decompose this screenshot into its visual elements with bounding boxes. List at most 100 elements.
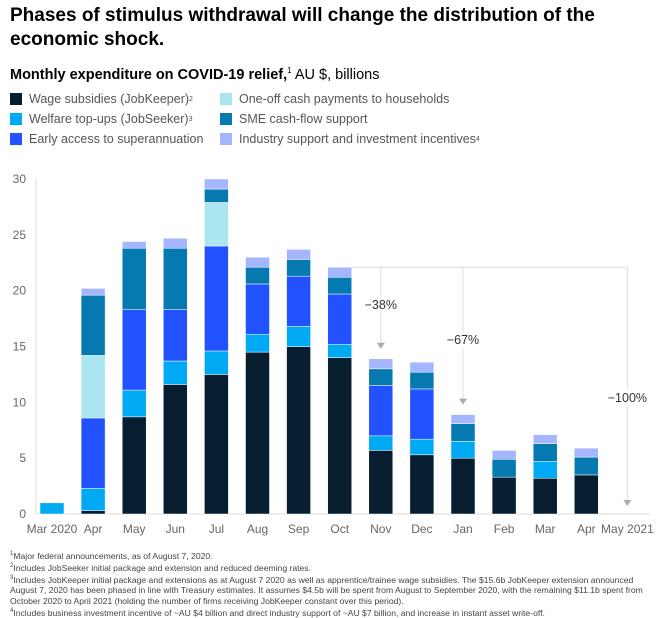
footnote-4: 4Includes business investment incentive … (10, 606, 655, 618)
bar-segment (368, 385, 394, 437)
annotation-bg (443, 331, 483, 348)
bar-segment (286, 326, 311, 347)
subtitle-units: AU $, billions (291, 66, 380, 83)
annotation-bg (360, 296, 401, 313)
bar-segment (532, 461, 558, 479)
footnote-text: Includes business investment incentive o… (13, 607, 545, 618)
legend-sup: 2 (189, 95, 193, 103)
legend-label: Early access to superannuation (29, 132, 204, 146)
legend-label: SME cash-flow support (239, 112, 368, 126)
bar-segment (80, 294, 106, 356)
bar-segment (286, 346, 311, 515)
bar-segment (491, 450, 517, 460)
x-tick-label: Aug (247, 522, 268, 536)
x-tick-label: Jun (166, 522, 185, 536)
x-tick-label: Apr (577, 522, 596, 536)
annotation-bg (607, 389, 648, 406)
bar-segment (327, 344, 352, 358)
x-tick-label: May 2021 (601, 522, 654, 536)
y-tick-label: 25 (13, 228, 27, 242)
bar-segment (574, 447, 599, 458)
bar-segment (409, 361, 435, 373)
x-tick-label: Mar (535, 522, 556, 536)
bar-segment (245, 351, 270, 515)
legend-swatch (220, 133, 232, 145)
bar-segment (409, 454, 435, 515)
footnote-text: Includes JobKeeper initial package and e… (10, 575, 643, 606)
legend-label: Industry support and investment incentiv… (239, 132, 476, 146)
annotation-label: −100% (608, 391, 647, 405)
legend-item-cash: One-off cash payments to households (220, 92, 449, 106)
legend-swatch (10, 93, 22, 105)
annotation-label: −38% (365, 298, 397, 312)
x-tick-label: Jan (453, 522, 472, 536)
legend-sup: 4 (475, 135, 480, 143)
bar-segment (574, 474, 599, 515)
legend-swatch (10, 113, 22, 125)
legend-swatch (10, 133, 22, 145)
x-tick-label: May (123, 522, 146, 536)
bar-segment (532, 443, 558, 462)
x-tick-label: Jul (209, 522, 224, 536)
bar-segment (450, 441, 476, 459)
bar-segment (204, 178, 229, 190)
legend-item-sme: SME cash-flow support (220, 112, 368, 126)
page-title: Phases of stimulus withdrawal will chang… (10, 5, 595, 50)
bar-segment (450, 414, 476, 424)
footnote-sup: 4 (10, 608, 14, 615)
legend-swatch (220, 93, 232, 105)
y-tick-label: 10 (13, 395, 27, 409)
bar-segment (368, 450, 394, 515)
x-tick-label: Nov (370, 522, 391, 536)
bar-segment (574, 456, 599, 476)
annotation-label: −67% (447, 333, 479, 347)
stacked-bar-chart: 0 5 10 15 20 25 30 Mar 2020 Apr May Jun Jul Aug Sep Oc… (13, 172, 654, 536)
arrow-down-icon (459, 398, 467, 405)
legend-label: Welfare top-ups (JobSeeker) (29, 112, 189, 126)
footnote-text: Major federal announcements, as of Augus… (13, 550, 213, 561)
bar-segment (121, 416, 147, 515)
x-tick-label: Apr (84, 522, 103, 536)
y-tick-label: 15 (13, 340, 27, 354)
bar-segment (121, 247, 147, 310)
footnote-2: 2Includes JobSeeker initial package and … (10, 561, 655, 573)
legend-label: One-off cash payments to households (239, 92, 450, 106)
legend-label: Wage subsidies (JobKeeper) (29, 92, 190, 106)
bar-segment (327, 277, 352, 295)
bar-segment (121, 389, 147, 418)
bar-segment (163, 247, 188, 310)
legend-item-wage: Wage subsidies (JobKeeper) 2 (10, 92, 193, 106)
bar-segment (532, 434, 558, 444)
bar-segment (245, 283, 270, 335)
footnote-3: 3Includes JobKeeper initial package and … (10, 573, 655, 606)
bar-segment (491, 476, 517, 515)
bar-segment (80, 510, 106, 515)
arrow-down-icon (376, 342, 385, 349)
bar-segment (204, 245, 229, 352)
bar-segment (491, 459, 517, 478)
bar-segment (327, 266, 352, 278)
bar-segment (409, 438, 435, 456)
footnote-1: 1Major federal announcements, as of Augu… (10, 549, 655, 561)
bar-segment (163, 237, 188, 249)
bar-segment (286, 249, 311, 260)
bar-segment (80, 488, 106, 511)
bar-segment (286, 259, 311, 277)
legend-item-super: Early access to superannuation (10, 132, 203, 146)
bar-segment (327, 357, 352, 515)
x-tick-label: Sep (288, 522, 310, 536)
x-tick-label: Oct (330, 522, 349, 536)
y-tick-label: 5 (19, 451, 26, 465)
footnote-sup: 2 (10, 563, 14, 570)
footnote-text: Includes JobSeeker initial package and e… (13, 563, 311, 574)
arrow-down-icon (623, 500, 632, 506)
x-tick-label: Mar 2020 (27, 522, 78, 536)
footnote-sup: 1 (10, 551, 14, 557)
bar-segment (532, 478, 558, 515)
subtitle-bold: Monthly expenditure on COVID-19 relief, (10, 66, 288, 83)
bar-segment (450, 457, 476, 515)
bar-segment (121, 241, 147, 249)
bar-segment (80, 355, 106, 419)
bar-segment (80, 417, 106, 489)
bar-segment (245, 266, 270, 285)
